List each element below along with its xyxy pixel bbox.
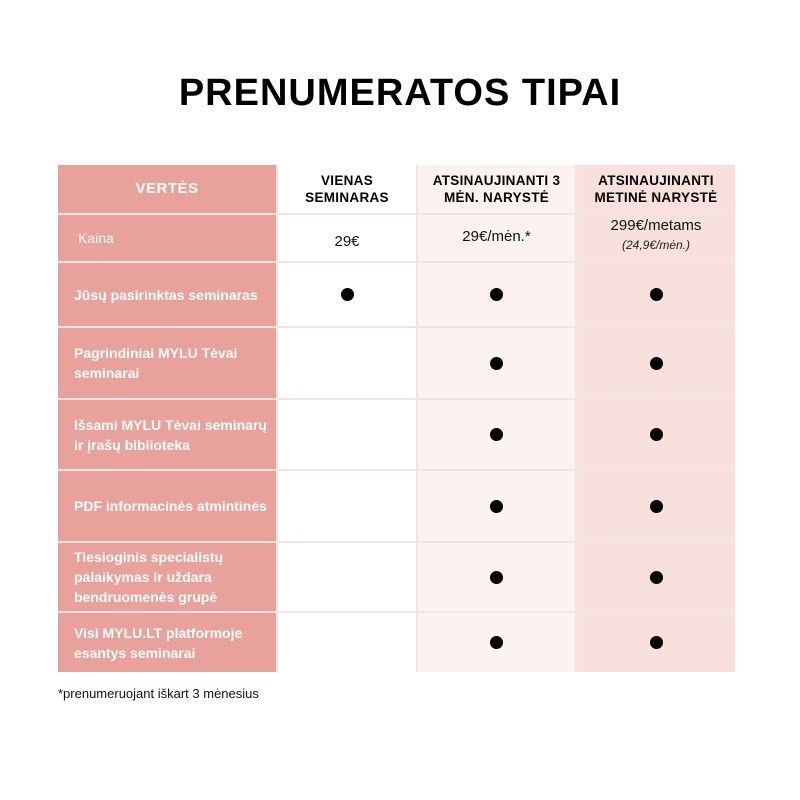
- feature-cell-single: [278, 613, 416, 672]
- included-dot-icon: [490, 288, 503, 301]
- feature-cell-annual: [577, 471, 735, 541]
- included-dot-icon: [490, 636, 503, 649]
- row-label: PDF informacinės atmintinės: [58, 471, 276, 541]
- feature-cell-three-month: [418, 328, 575, 398]
- included-dot-icon: [649, 288, 663, 301]
- included-dot-icon: [649, 428, 663, 441]
- feature-cell-three-month: [418, 613, 575, 672]
- subscription-comparison-table: VERTĖS VIENAS SEMINARAS ATSINAUJINANTI 3…: [58, 165, 735, 672]
- feature-cell-single: [278, 400, 416, 469]
- header-values: VERTĖS: [58, 165, 276, 213]
- row-label: Išsami MYLU Tėvai seminarų ir įrašų bibl…: [58, 400, 276, 469]
- row-label: Pagrindiniai MYLU Tėvai seminarai: [58, 328, 276, 398]
- included-dot-icon: [649, 636, 663, 649]
- included-dot-icon: [340, 288, 354, 301]
- row-label-price: Kaina: [58, 215, 276, 261]
- included-dot-icon: [490, 428, 503, 441]
- included-dot-icon: [649, 499, 663, 513]
- feature-cell-three-month: [418, 543, 575, 611]
- header-3-month: ATSINAUJINANTI 3 MĖN. NARYSTĖ: [418, 165, 575, 213]
- feature-cell-annual: [577, 328, 735, 398]
- row-label: Jūsų pasirinktas seminaras: [58, 263, 276, 326]
- row-label: Tiesioginis specialistų palaikymas ir už…: [58, 543, 276, 611]
- feature-cell-annual: [577, 613, 735, 672]
- feature-cell-three-month: [418, 471, 575, 541]
- feature-cell-single: [278, 263, 416, 326]
- included-dot-icon: [649, 570, 663, 584]
- feature-cell-single: [278, 471, 416, 541]
- included-dot-icon: [649, 356, 663, 370]
- feature-cell-annual: [577, 543, 735, 611]
- feature-cell-annual: [577, 400, 735, 469]
- included-dot-icon: [490, 356, 503, 370]
- included-dot-icon: [490, 570, 503, 584]
- footnote: *prenumeruojant iškart 3 mėnesius: [58, 686, 259, 701]
- feature-cell-three-month: [418, 263, 575, 326]
- price-3-month: 29€/mėn.*: [418, 215, 575, 261]
- row-label: Visi MYLU.LT platformoje esantys seminar…: [58, 613, 276, 672]
- page-title: PRENUMERATOS TIPAI: [178, 72, 622, 114]
- feature-cell-single: [278, 328, 416, 398]
- feature-cell-annual: [577, 263, 735, 326]
- price-single: 29€: [278, 215, 416, 261]
- price-annual-note: (24,9€/mėn.): [621, 238, 691, 252]
- header-annual: ATSINAUJINANTI METINĖ NARYSTĖ: [577, 165, 735, 213]
- feature-cell-three-month: [418, 400, 575, 469]
- feature-cell-single: [278, 543, 416, 611]
- header-single-seminar: VIENAS SEMINARAS: [278, 165, 416, 213]
- price-annual: 299€/metams (24,9€/mėn.): [577, 215, 735, 261]
- included-dot-icon: [490, 499, 503, 513]
- price-annual-value: 299€/metams: [610, 217, 702, 234]
